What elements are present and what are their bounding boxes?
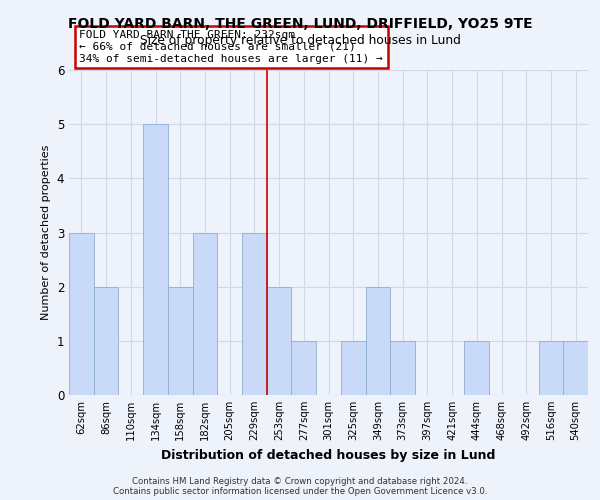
Text: FOLD YARD BARN, THE GREEN, LUND, DRIFFIELD, YO25 9TE: FOLD YARD BARN, THE GREEN, LUND, DRIFFIE…: [68, 18, 532, 32]
Text: Size of property relative to detached houses in Lund: Size of property relative to detached ho…: [140, 34, 460, 47]
Text: Contains HM Land Registry data © Crown copyright and database right 2024.
Contai: Contains HM Land Registry data © Crown c…: [113, 476, 487, 496]
Bar: [464, 341, 489, 395]
Bar: [539, 341, 563, 395]
Bar: [292, 341, 316, 395]
Bar: [242, 232, 267, 395]
Bar: [94, 286, 118, 395]
Bar: [267, 286, 292, 395]
Text: FOLD YARD BARN THE GREEN: 232sqm
← 66% of detached houses are smaller (21)
34% o: FOLD YARD BARN THE GREEN: 232sqm ← 66% o…: [79, 30, 383, 64]
X-axis label: Distribution of detached houses by size in Lund: Distribution of detached houses by size …: [161, 448, 496, 462]
Bar: [69, 232, 94, 395]
Bar: [168, 286, 193, 395]
Bar: [193, 232, 217, 395]
Bar: [390, 341, 415, 395]
Y-axis label: Number of detached properties: Number of detached properties: [41, 145, 51, 320]
Bar: [341, 341, 365, 395]
Bar: [563, 341, 588, 395]
Bar: [365, 286, 390, 395]
Bar: [143, 124, 168, 395]
